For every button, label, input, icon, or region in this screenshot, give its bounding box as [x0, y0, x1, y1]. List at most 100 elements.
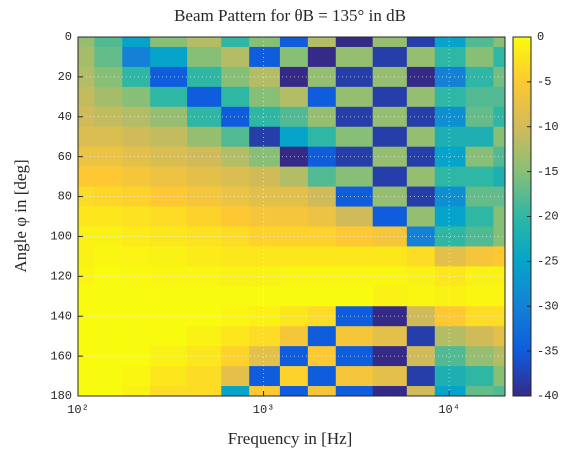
heat-cell — [279, 326, 309, 347]
heat-cell — [94, 37, 123, 48]
y-tick-label: 80 — [58, 190, 72, 204]
heat-cell — [465, 86, 495, 108]
heat-cell — [279, 37, 309, 48]
heat-cell — [372, 286, 408, 307]
heat-cell — [465, 226, 495, 248]
heat-cell — [187, 106, 222, 128]
heat-cell — [279, 206, 309, 228]
heat-cell — [406, 326, 436, 347]
heat-cell — [465, 106, 495, 128]
colorbar-tick-label: -35 — [537, 344, 559, 358]
heat-cell — [150, 306, 188, 327]
heat-cell — [493, 246, 505, 267]
heat-cell — [249, 246, 281, 267]
heat-cell — [221, 226, 250, 248]
x-tick-label: 10³ — [253, 403, 275, 417]
heat-cell — [78, 206, 95, 228]
heat-cell — [493, 186, 505, 208]
heat-cell — [150, 226, 188, 248]
heat-cell — [279, 166, 309, 188]
heat-cell — [249, 186, 281, 208]
heat-cell — [406, 46, 436, 68]
heat-cell — [150, 106, 188, 128]
heat-cell — [434, 46, 467, 68]
heat-cell — [122, 186, 151, 208]
heat-cell — [434, 86, 467, 108]
heat-cell — [122, 366, 151, 387]
heat-cell — [249, 126, 281, 148]
heat-cell — [335, 126, 374, 148]
heat-cell — [150, 326, 188, 347]
heat-cell — [150, 186, 188, 208]
heat-cell — [78, 326, 95, 347]
heat-cell — [221, 386, 250, 396]
heat-cell — [493, 37, 505, 48]
heat-cell — [94, 46, 123, 68]
heat-cell — [187, 286, 222, 307]
heat-cell — [94, 66, 123, 88]
heat-cell — [335, 286, 374, 307]
heat-cell — [187, 166, 222, 188]
heat-cell — [372, 206, 408, 228]
heat-cell — [122, 166, 151, 188]
heat-cell — [406, 206, 436, 228]
heat-cell — [406, 286, 436, 307]
heat-cell — [465, 266, 495, 287]
heat-cell — [249, 286, 281, 307]
heat-cell — [406, 66, 436, 88]
heat-cell — [307, 166, 337, 188]
heat-cell — [434, 166, 467, 188]
y-tick-label: 60 — [58, 150, 72, 164]
y-tick-label: 160 — [50, 349, 72, 363]
heat-cell — [221, 306, 250, 327]
heat-cell — [94, 386, 123, 396]
heat-cell — [335, 86, 374, 108]
heat-cell — [150, 46, 188, 68]
heat-cell — [122, 86, 151, 108]
heat-cell — [249, 166, 281, 188]
heat-cell — [465, 246, 495, 267]
heat-cell — [249, 366, 281, 387]
heat-cell — [406, 366, 436, 387]
heat-cell — [307, 46, 337, 68]
heat-cell — [122, 246, 151, 267]
heat-cell — [335, 206, 374, 228]
heat-cell — [406, 37, 436, 48]
heat-cell — [94, 186, 123, 208]
heat-cell — [372, 166, 408, 188]
colorbar-tick-label: -5 — [537, 75, 551, 89]
heat-cell — [249, 46, 281, 68]
heat-cell — [187, 326, 222, 347]
heat-cell — [465, 386, 495, 396]
heat-cell — [150, 206, 188, 228]
heat-cell — [187, 186, 222, 208]
y-tick-label: 120 — [50, 270, 72, 284]
heat-cell — [406, 306, 436, 327]
heat-cell — [150, 126, 188, 148]
heat-cell — [150, 386, 188, 396]
heat-cell — [150, 286, 188, 307]
heat-cell — [493, 226, 505, 248]
heat-cell — [434, 246, 467, 267]
heat-cell — [249, 326, 281, 347]
heat-cell — [493, 106, 505, 128]
heat-cell — [493, 206, 505, 228]
x-tick-label: 10⁴ — [438, 403, 460, 417]
heat-cell — [307, 86, 337, 108]
heat-cell — [307, 126, 337, 148]
y-tick-label: 0 — [65, 30, 72, 44]
heat-cell — [221, 326, 250, 347]
heat-cell — [122, 126, 151, 148]
heat-cell — [221, 126, 250, 148]
heat-cell — [372, 46, 408, 68]
heat-cell — [94, 206, 123, 228]
y-tick-label: 40 — [58, 110, 72, 124]
heat-cell — [94, 286, 123, 307]
heat-cell — [94, 366, 123, 387]
heat-cell — [406, 386, 436, 396]
heat-cell — [279, 86, 309, 108]
heat-cell — [94, 126, 123, 148]
heat-cell — [335, 246, 374, 267]
heat-cell — [150, 86, 188, 108]
heat-cell — [493, 326, 505, 347]
